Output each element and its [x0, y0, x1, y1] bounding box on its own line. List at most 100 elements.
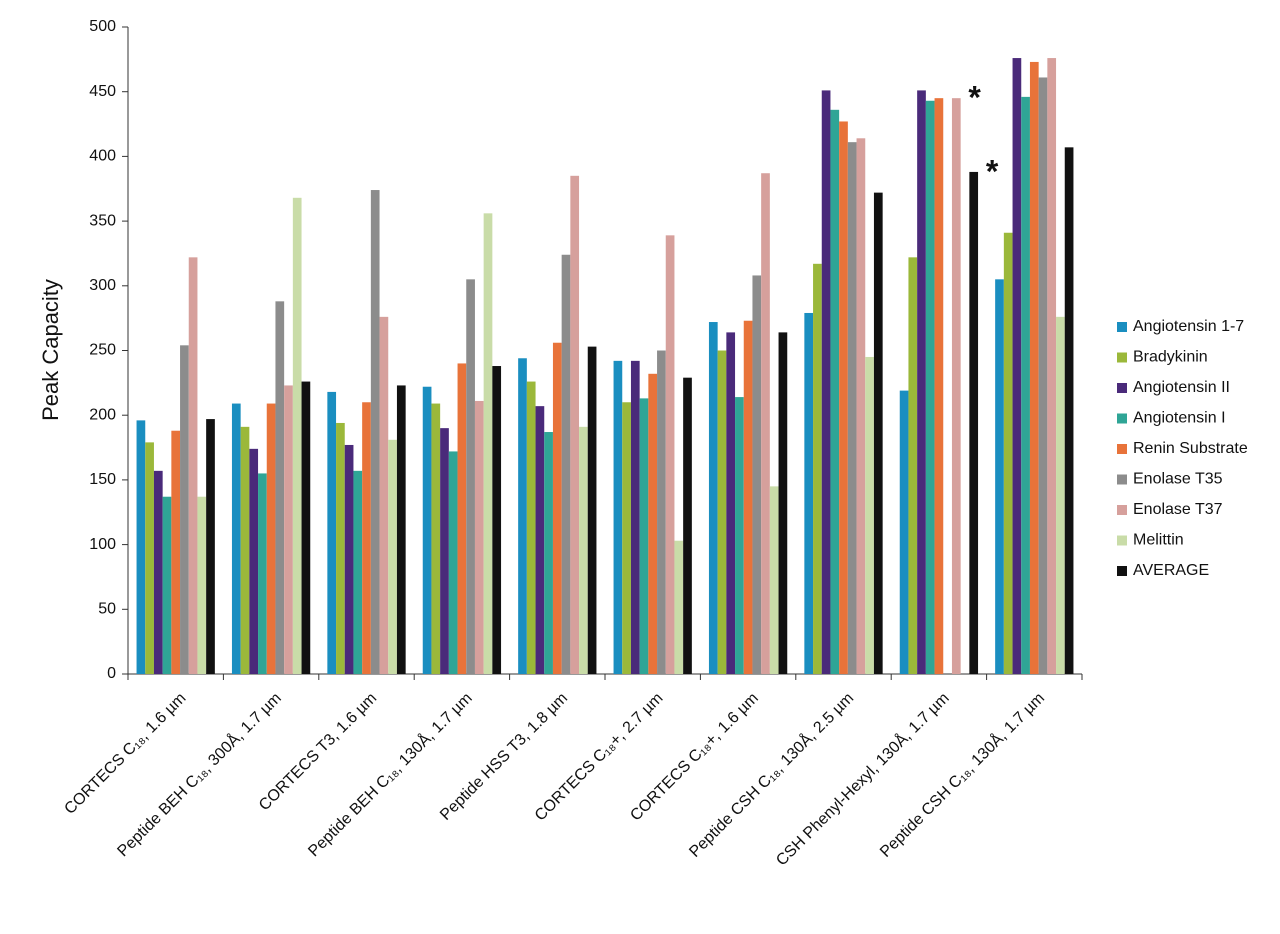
annotation: *	[986, 153, 999, 189]
legend-swatch	[1117, 566, 1127, 576]
y-tick-label: 150	[89, 471, 116, 488]
bar	[1029, 61, 1039, 675]
bar	[474, 400, 484, 674]
y-tick-label: 200	[89, 406, 116, 423]
bar	[1021, 96, 1030, 675]
y-tick-label: 300	[89, 277, 116, 294]
bar	[683, 377, 692, 674]
bar	[258, 473, 267, 674]
bar	[535, 406, 545, 674]
legend-swatch	[1117, 383, 1127, 393]
bar	[145, 442, 154, 674]
legend-swatch	[1117, 444, 1127, 454]
bar	[162, 496, 172, 674]
x-tick-label: Peptide BEH C₁₈, 300Å, 1.7 µm	[113, 688, 285, 860]
y-tick-label: 350	[89, 212, 116, 229]
bar	[344, 444, 354, 674]
bar	[1047, 58, 1057, 674]
bar	[422, 386, 432, 674]
bar	[240, 426, 250, 674]
bar	[561, 254, 571, 674]
bar	[388, 439, 397, 674]
bar	[362, 402, 371, 674]
legend-label: Enolase T37	[1133, 501, 1223, 518]
bar	[830, 109, 840, 675]
bar	[440, 428, 449, 674]
bar	[951, 98, 961, 675]
bar	[752, 275, 762, 674]
legend-label: Enolase T35	[1133, 471, 1223, 488]
y-tick-label: 250	[89, 342, 116, 359]
bar	[717, 350, 727, 674]
bar	[648, 373, 658, 674]
legend-label: Angiotensin I	[1133, 410, 1226, 427]
bar	[813, 263, 822, 674]
bar	[579, 426, 588, 674]
x-tick-label: Peptide CSH C₁₈, 130Å, 1.7 µm	[876, 688, 1048, 860]
legend-label: Angiotensin 1-7	[1133, 318, 1244, 335]
bar	[457, 363, 467, 674]
bar	[353, 470, 363, 674]
bar	[1056, 316, 1065, 674]
bar	[778, 332, 788, 674]
bar	[431, 403, 441, 674]
y-axis-title: Peak Capacity	[38, 279, 63, 421]
bar	[379, 316, 389, 674]
bar	[266, 403, 276, 674]
bar	[873, 192, 883, 674]
bar	[761, 173, 770, 675]
bar	[466, 279, 475, 674]
legend-label: AVERAGE	[1133, 562, 1209, 579]
bar	[483, 213, 493, 674]
bar	[180, 345, 189, 674]
bar	[292, 197, 302, 675]
bar	[899, 390, 909, 674]
legend-swatch	[1117, 322, 1127, 332]
legend-swatch	[1117, 505, 1127, 515]
bar	[639, 398, 649, 674]
bar	[925, 100, 935, 675]
x-tick-label: Peptide BEH C₁₈, 130Å, 1.7 µm	[304, 688, 476, 860]
bar	[197, 496, 207, 674]
bar	[188, 257, 198, 674]
bar	[231, 403, 241, 674]
bar	[934, 98, 944, 675]
bar	[622, 402, 631, 674]
y-tick-label: 450	[89, 83, 116, 100]
bar	[708, 322, 718, 674]
bar	[726, 332, 736, 674]
bar	[804, 312, 814, 674]
bar	[249, 448, 259, 674]
bar	[284, 385, 293, 674]
bar	[587, 346, 597, 674]
legend-swatch	[1117, 352, 1127, 363]
bar	[865, 356, 874, 674]
bar	[821, 90, 831, 674]
x-tick-label: CSH Phenyl-Hexyl, 130Å, 1.7 µm	[772, 688, 953, 869]
x-tick-label: Peptide CSH C₁₈, 130Å, 2.5 µm	[685, 688, 857, 860]
bar	[544, 432, 553, 674]
bar	[630, 360, 640, 674]
bar	[518, 358, 527, 674]
bar	[839, 121, 848, 675]
annotation: *	[968, 80, 981, 116]
bar	[674, 540, 684, 674]
legend-label: Renin Substrate	[1133, 440, 1248, 457]
bar	[657, 350, 666, 674]
bar	[1012, 58, 1022, 674]
bar	[917, 90, 926, 674]
bar	[735, 397, 744, 674]
bar	[570, 175, 580, 674]
bar	[492, 366, 502, 674]
bar	[1064, 147, 1074, 675]
bar	[769, 486, 779, 674]
legend-swatch	[1117, 535, 1127, 546]
bar	[743, 320, 753, 674]
legend-swatch	[1117, 474, 1127, 485]
bar	[1038, 77, 1048, 674]
y-tick-label: 500	[89, 18, 116, 35]
bar	[336, 422, 345, 674]
bar	[370, 190, 380, 674]
